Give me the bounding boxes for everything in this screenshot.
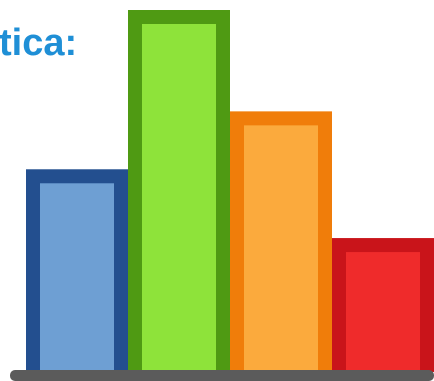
chart-title-fragment: tica:: [0, 22, 78, 64]
chart-baseline: [10, 370, 434, 381]
bar-3-fill: [244, 125, 318, 372]
bar-4-fill: [346, 252, 420, 372]
bar-1-fill: [40, 183, 114, 372]
bars-group: [26, 10, 434, 373]
bar-2-fill: [142, 24, 216, 372]
